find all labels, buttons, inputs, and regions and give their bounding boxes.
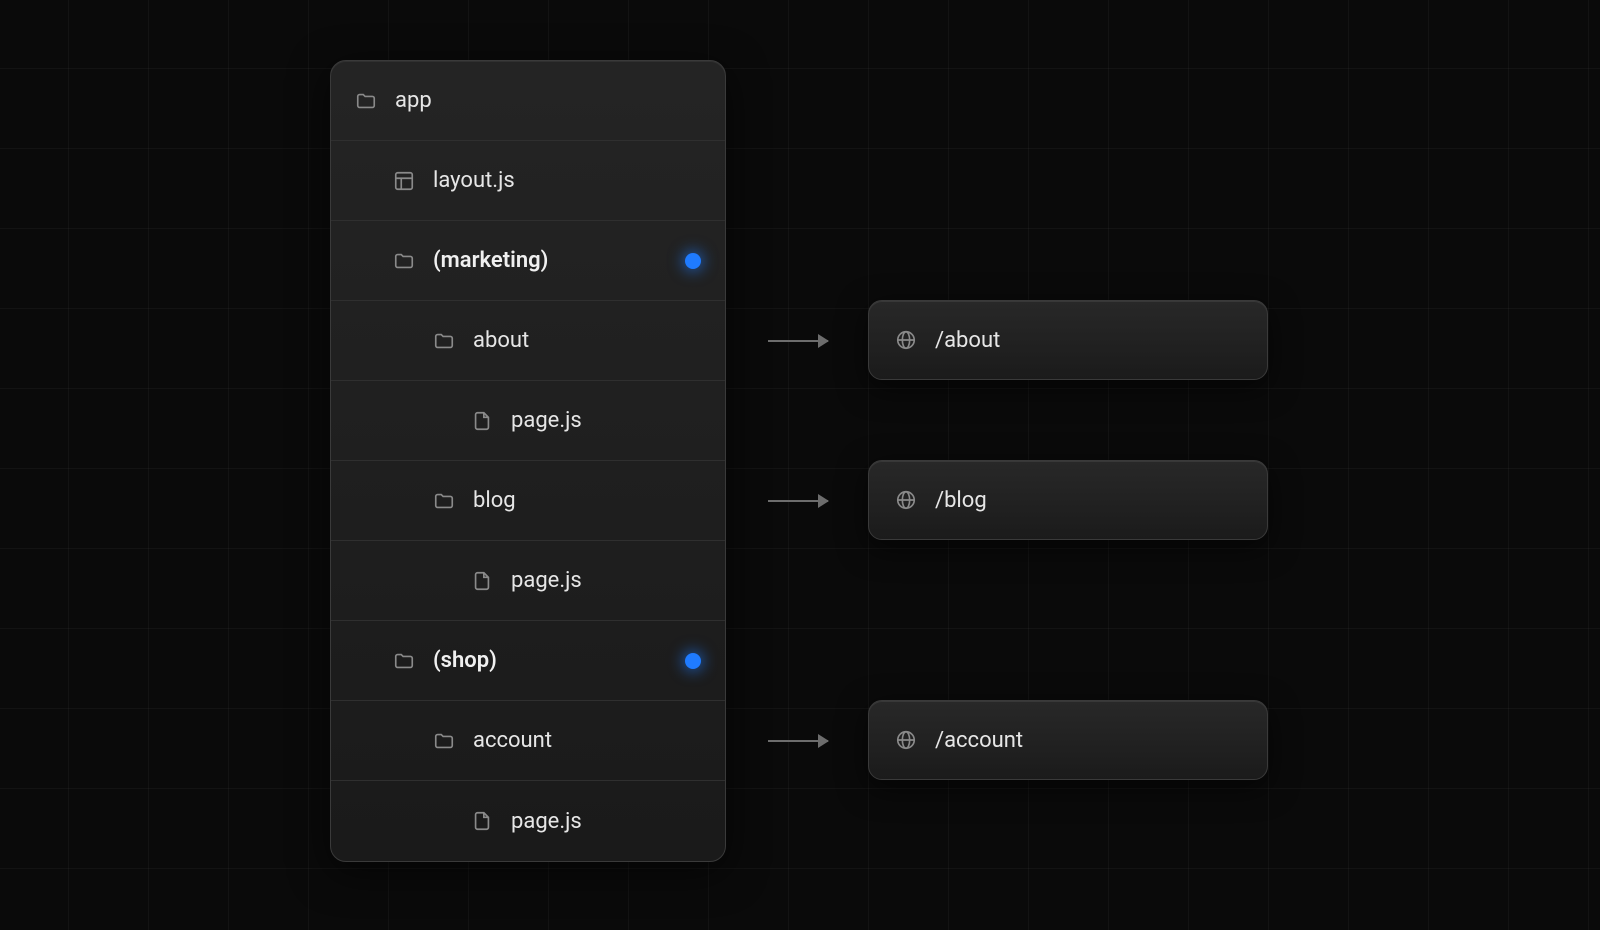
arrow-icon bbox=[768, 500, 828, 502]
folder-icon bbox=[433, 330, 455, 352]
tree-label: account bbox=[473, 728, 552, 753]
route-group-indicator-dot bbox=[685, 253, 701, 269]
tree-row-about: about bbox=[331, 301, 725, 381]
url-label: /about bbox=[935, 328, 1000, 353]
tree-row-account: account bbox=[331, 701, 725, 781]
tree-label: page.js bbox=[511, 809, 582, 834]
file-icon bbox=[471, 810, 493, 832]
tree-label: (shop) bbox=[433, 648, 497, 673]
url-pill-account: /account bbox=[868, 700, 1268, 780]
diagram-stage: app layout.js (marketing) about p bbox=[0, 0, 1600, 930]
file-icon bbox=[471, 410, 493, 432]
tree-row-app: app bbox=[331, 61, 725, 141]
tree-row-marketing: (marketing) bbox=[331, 221, 725, 301]
tree-label: layout.js bbox=[433, 168, 515, 193]
tree-row-shop: (shop) bbox=[331, 621, 725, 701]
route-group-indicator-dot bbox=[685, 653, 701, 669]
tree-label: page.js bbox=[511, 408, 582, 433]
file-icon bbox=[471, 570, 493, 592]
tree-row-blog-page: page.js bbox=[331, 541, 725, 621]
folder-icon bbox=[355, 90, 377, 112]
url-label: /blog bbox=[935, 488, 987, 513]
tree-row-about-page: page.js bbox=[331, 381, 725, 461]
folder-icon bbox=[433, 730, 455, 752]
tree-row-blog: blog bbox=[331, 461, 725, 541]
globe-icon bbox=[895, 729, 917, 751]
layout-icon bbox=[393, 170, 415, 192]
folder-icon bbox=[393, 250, 415, 272]
url-pill-about: /about bbox=[868, 300, 1268, 380]
url-pill-blog: /blog bbox=[868, 460, 1268, 540]
url-label: /account bbox=[935, 728, 1023, 753]
arrow-icon bbox=[768, 740, 828, 742]
tree-label: blog bbox=[473, 488, 516, 513]
tree-row-layout: layout.js bbox=[331, 141, 725, 221]
file-tree-panel: app layout.js (marketing) about p bbox=[330, 60, 726, 862]
globe-icon bbox=[895, 329, 917, 351]
tree-label: app bbox=[395, 88, 432, 113]
tree-label: about bbox=[473, 328, 529, 353]
folder-icon bbox=[433, 490, 455, 512]
tree-row-account-page: page.js bbox=[331, 781, 725, 861]
globe-icon bbox=[895, 489, 917, 511]
arrow-icon bbox=[768, 340, 828, 342]
folder-icon bbox=[393, 650, 415, 672]
tree-label: (marketing) bbox=[433, 248, 548, 273]
tree-label: page.js bbox=[511, 568, 582, 593]
